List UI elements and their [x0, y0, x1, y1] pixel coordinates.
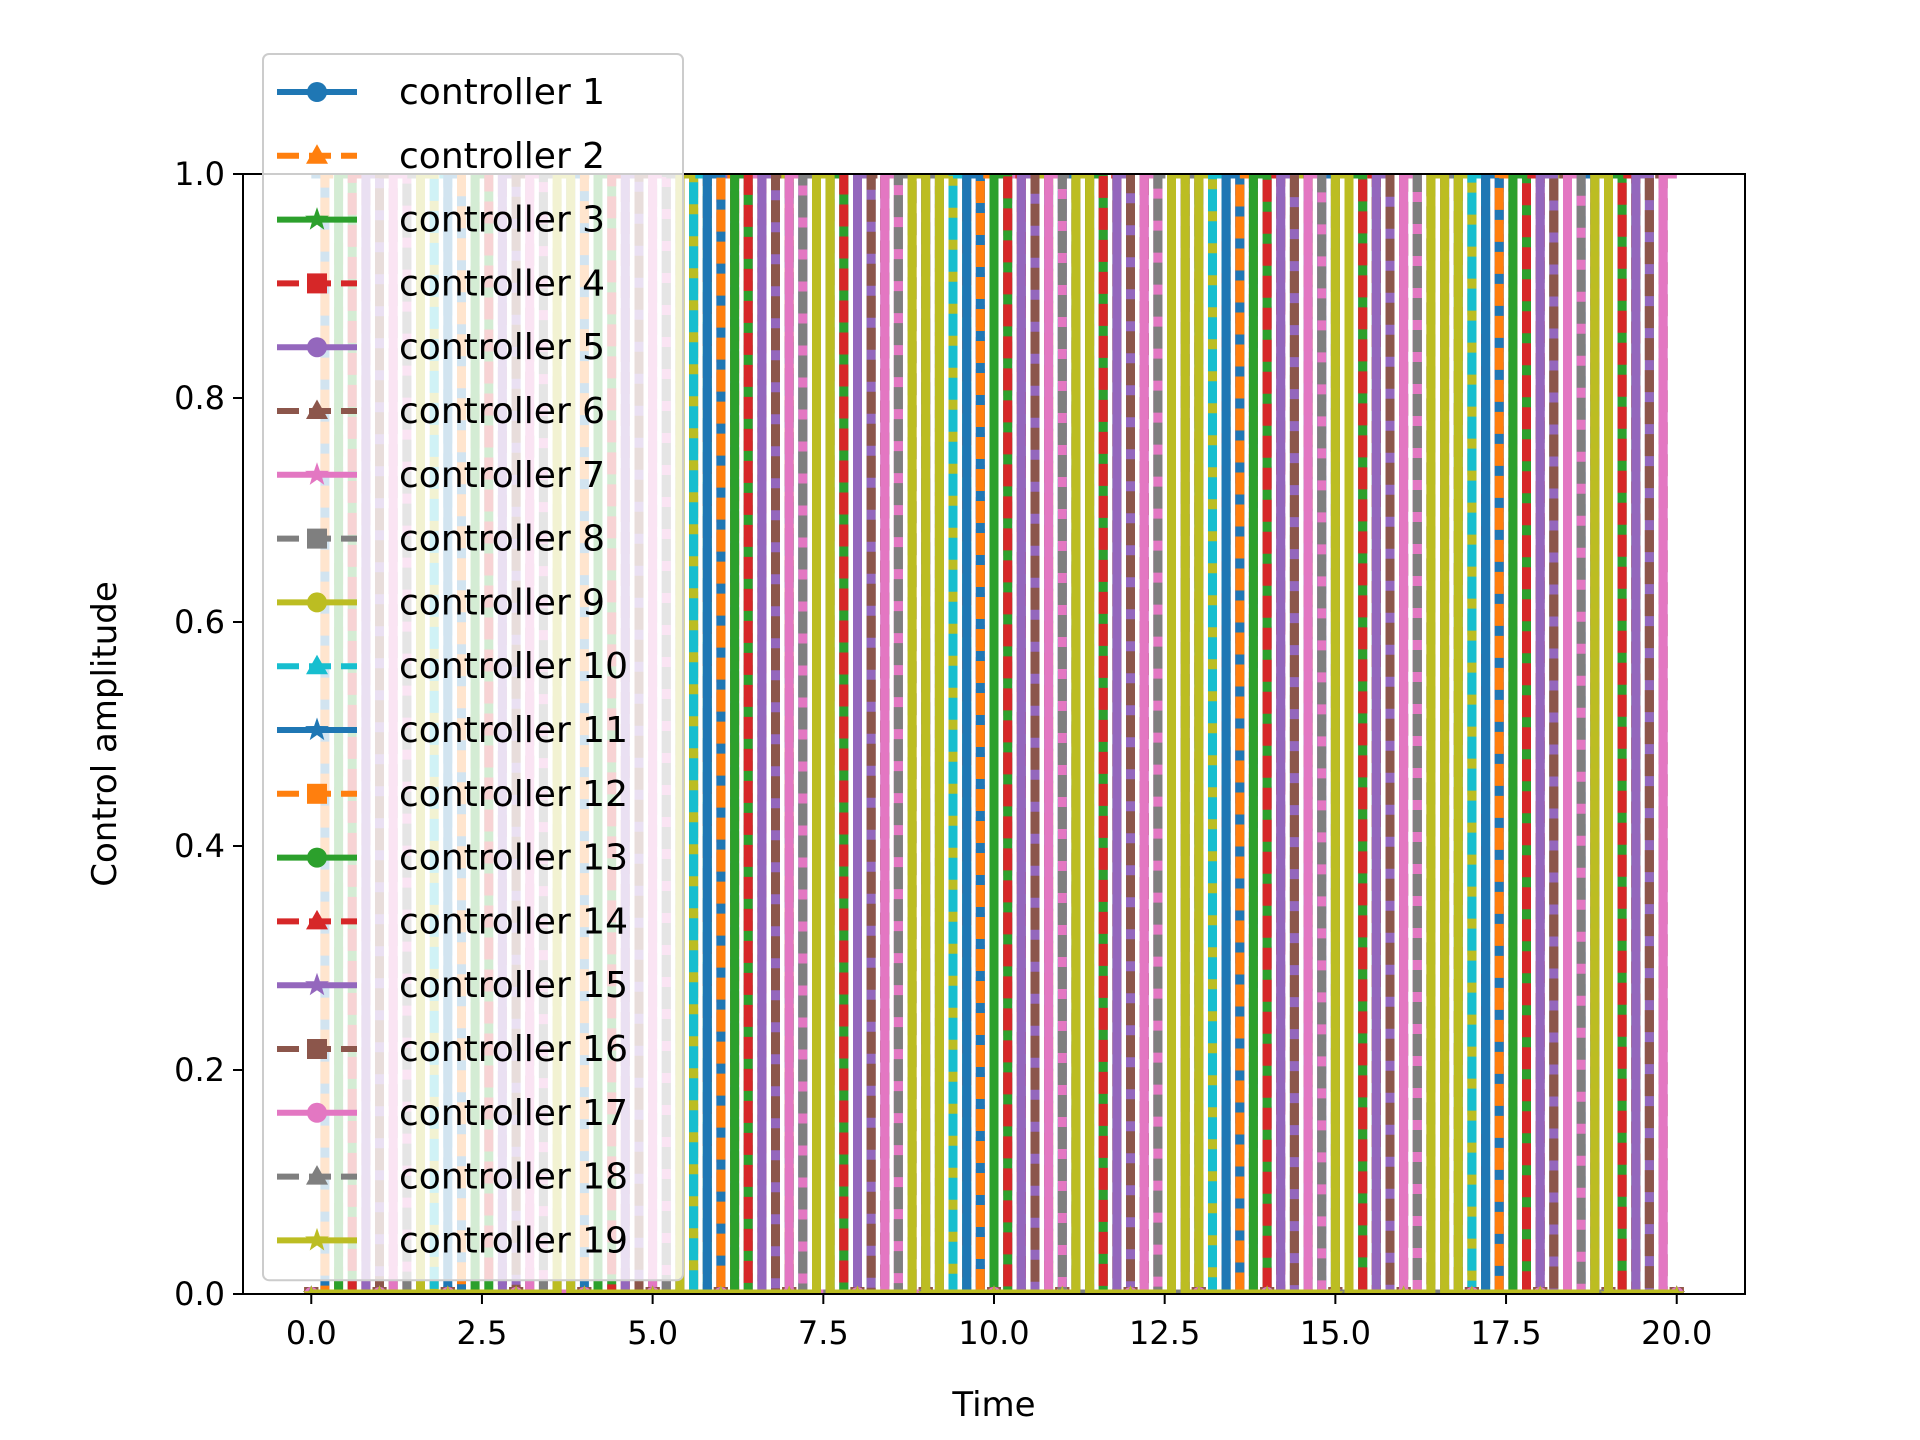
legend-label: controller 1	[399, 72, 605, 113]
legend-label: controller 16	[399, 1029, 628, 1070]
x-axis-ticks: 0.0 2.5 5.0 7.5 10.0 12.5 15.0 17.5 20.0	[286, 1294, 1713, 1352]
legend-label: controller 3	[399, 200, 605, 241]
legend-label: controller 18	[399, 1157, 628, 1198]
legend-label: controller 10	[399, 646, 628, 687]
legend-swatch-marker	[307, 784, 327, 804]
x-tick-label: 5.0	[627, 1314, 678, 1352]
legend-label: controller 9	[399, 582, 605, 623]
legend-swatch-marker	[307, 848, 327, 868]
legend-label: controller 17	[399, 1093, 628, 1134]
legend-swatch-marker	[307, 529, 327, 549]
x-tick-label: 15.0	[1300, 1314, 1371, 1352]
legend-label: controller 5	[399, 327, 605, 368]
legend: controller 1 controller 2 controller 3 cont…	[263, 54, 683, 1280]
legend-label: controller 15	[399, 965, 628, 1006]
x-axis-label: Time	[951, 1385, 1035, 1425]
x-tick-label: 12.5	[1129, 1314, 1200, 1352]
y-tick-label: 0.6	[174, 603, 225, 641]
legend-swatch-marker	[307, 1103, 327, 1123]
y-axis-label: Control amplitude	[85, 581, 125, 887]
y-tick-label: 1.0	[174, 155, 225, 193]
legend-label: controller 6	[399, 391, 605, 432]
legend-swatch-marker	[307, 592, 327, 612]
legend-label: controller 4	[399, 263, 605, 304]
legend-label: controller 14	[399, 901, 628, 942]
y-axis-ticks: 0.0 0.2 0.4 0.6 0.8 1.0	[174, 155, 243, 1313]
legend-label: controller 7	[399, 455, 605, 496]
y-tick-label: 0.8	[174, 379, 225, 417]
y-tick-label: 0.2	[174, 1051, 225, 1089]
legend-swatch-marker	[307, 273, 327, 293]
legend-label: controller 19	[399, 1220, 628, 1261]
x-tick-label: 10.0	[958, 1314, 1029, 1352]
x-tick-label: 7.5	[798, 1314, 849, 1352]
x-tick-label: 17.5	[1470, 1314, 1541, 1352]
legend-label: controller 8	[399, 519, 605, 560]
legend-label: controller 2	[399, 136, 605, 177]
x-tick-label: 20.0	[1641, 1314, 1712, 1352]
legend-swatch-marker	[307, 337, 327, 357]
y-tick-label: 0.0	[174, 1275, 225, 1313]
legend-label: controller 12	[399, 774, 628, 815]
legend-swatch-marker	[307, 82, 327, 102]
x-tick-label: 2.5	[457, 1314, 508, 1352]
legend-label: controller 11	[399, 710, 628, 751]
legend-label: controller 13	[399, 838, 628, 879]
x-tick-label: 0.0	[286, 1314, 337, 1352]
y-tick-label: 0.4	[174, 827, 225, 865]
legend-swatch-marker	[307, 1039, 327, 1059]
